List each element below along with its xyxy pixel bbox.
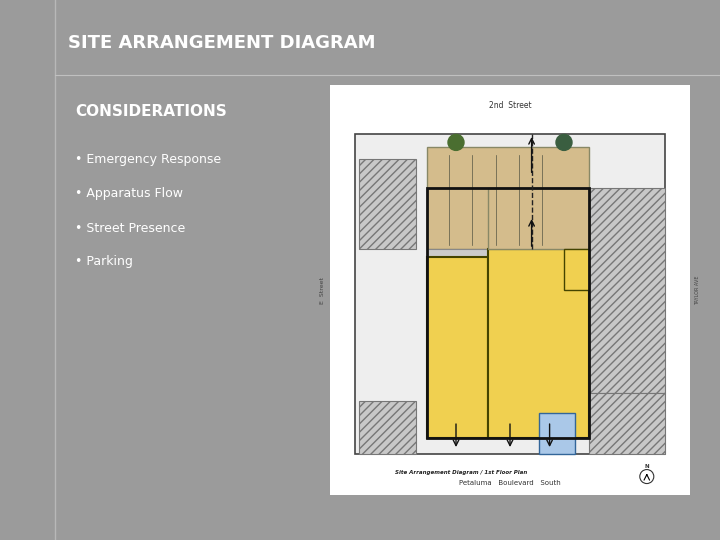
- Bar: [589, 187, 665, 393]
- Text: TAYLOR AVE: TAYLOR AVE: [695, 275, 700, 305]
- Bar: [427, 249, 488, 339]
- Bar: [488, 187, 589, 249]
- Text: • Parking: • Parking: [75, 255, 133, 268]
- Text: Site Arrangement Diagram / 1st Floor Plan: Site Arrangement Diagram / 1st Floor Pla…: [395, 470, 527, 475]
- Circle shape: [556, 134, 572, 151]
- Bar: [427, 187, 589, 437]
- Bar: [359, 159, 416, 249]
- Text: SITE ARRANGEMENT DIAGRAM: SITE ARRANGEMENT DIAGRAM: [68, 34, 376, 52]
- Bar: [330, 85, 690, 495]
- Text: N: N: [644, 463, 649, 469]
- Bar: [427, 257, 488, 437]
- Text: E  Street: E Street: [320, 276, 325, 303]
- Text: Petaluma   Boulevard   South: Petaluma Boulevard South: [459, 480, 561, 485]
- Bar: [539, 413, 575, 454]
- Text: • Apparatus Flow: • Apparatus Flow: [75, 187, 183, 200]
- Bar: [359, 401, 416, 454]
- Bar: [488, 249, 589, 437]
- Text: • Emergency Response: • Emergency Response: [75, 153, 221, 166]
- Text: • Street Presence: • Street Presence: [75, 221, 185, 234]
- Circle shape: [448, 134, 464, 151]
- Text: 2nd  Street: 2nd Street: [489, 101, 531, 110]
- Bar: [564, 249, 589, 290]
- Text: CONSIDERATIONS: CONSIDERATIONS: [75, 105, 227, 119]
- Bar: [355, 134, 665, 454]
- Bar: [589, 393, 665, 454]
- Bar: [427, 146, 589, 249]
